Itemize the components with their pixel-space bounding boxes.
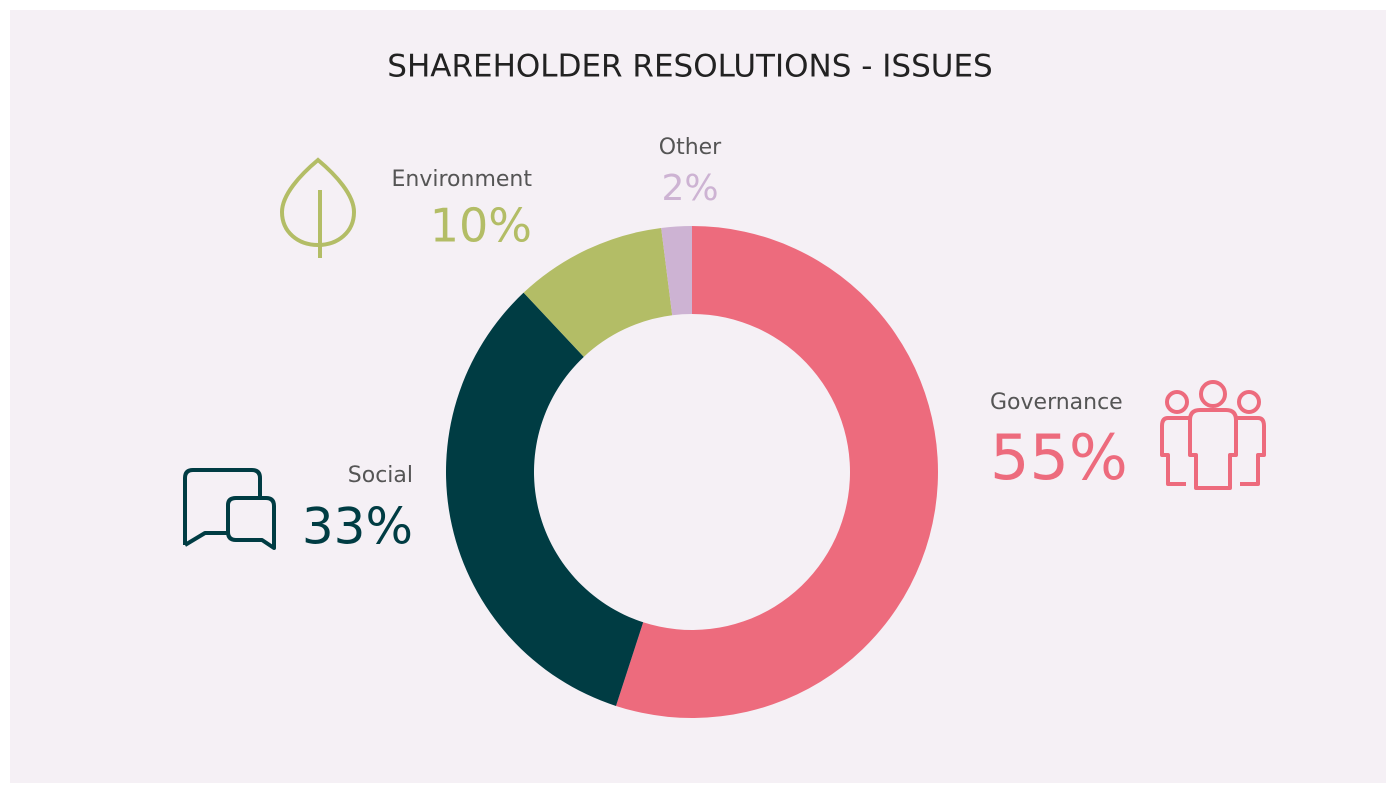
value-label: 55%	[990, 421, 1128, 494]
value-label: 10%	[430, 199, 532, 253]
donut-segment	[615, 226, 939, 719]
chat-icon	[183, 468, 276, 550]
value-label: 2%	[661, 168, 718, 209]
chart-title: SHAREHOLDER RESOLUTIONS - ISSUES	[387, 49, 992, 85]
category-label: Governance	[990, 390, 1123, 415]
donut-segment	[446, 292, 644, 706]
people-icon	[1160, 380, 1266, 490]
category-label: Social	[348, 463, 413, 488]
donut-segment	[523, 227, 673, 357]
donut-segment	[661, 226, 692, 316]
category-label: Other	[659, 135, 722, 160]
value-label: 33%	[302, 498, 413, 556]
category-label: Environment	[392, 167, 533, 192]
leaf-icon	[279, 157, 357, 258]
